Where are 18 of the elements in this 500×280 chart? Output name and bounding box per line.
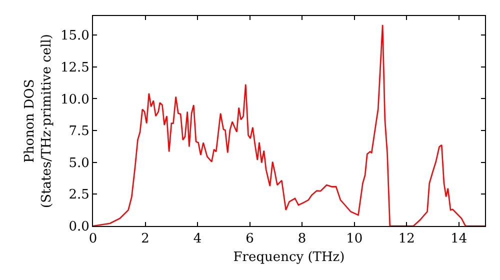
x-tick-label: 8	[298, 232, 306, 247]
x-tick-label: 10	[346, 232, 363, 247]
x-tick-label: 14	[450, 232, 468, 247]
y-tick-label: 7.5	[68, 124, 90, 140]
y-axis-title: Phonon DOS (States/THz·primitive cell)	[22, 34, 54, 208]
y-tick-label: 10.0	[60, 92, 90, 108]
y-tick-label: 2.5	[68, 188, 90, 203]
x-tick-label: 0	[88, 232, 98, 247]
x-axis-title: Frequency (THz)	[233, 250, 345, 266]
x-tick-label: 2	[141, 232, 150, 247]
y-tick-label: 5.0	[68, 156, 90, 171]
x-tick-label: 12	[398, 232, 415, 247]
y-tick-label: 12.5	[60, 60, 90, 76]
x-tick-label: 4	[193, 232, 202, 247]
x-tick-label: 6	[246, 232, 254, 247]
y-tick-label: 0.0	[68, 220, 90, 235]
line-series	[93, 24, 485, 226]
y-tick-label: 15.0	[60, 28, 90, 44]
